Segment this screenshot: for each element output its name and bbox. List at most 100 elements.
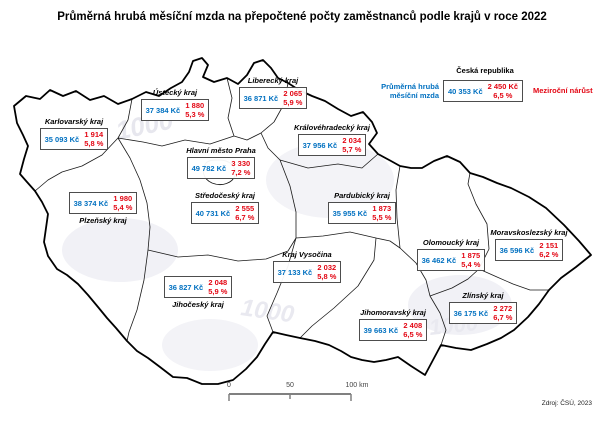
country-summary-title: Česká republika xyxy=(456,66,514,75)
scale-bar: 0 50 100 km xyxy=(224,382,368,404)
region-increase: 2 151 6,2 % xyxy=(539,241,558,259)
region-wage: 37 384 Kč xyxy=(145,105,181,115)
region-value-box: 36 827 Kč 2 048 5,9 % xyxy=(163,276,233,298)
region-liberecky: Liberecký kraj 36 871 Kč 2 065 5,9 % xyxy=(193,76,353,109)
region-value-box: 37 956 Kč 2 034 5,7 % xyxy=(297,134,367,156)
region-increase: 3 330 7,2 % xyxy=(231,159,250,177)
country-border xyxy=(13,57,592,385)
increase-value: 2 151 xyxy=(539,241,559,250)
increase-value: 2 065 xyxy=(283,89,303,98)
increase-value: 1 875 xyxy=(461,251,481,260)
country-wage-value: 40 353 Kč xyxy=(448,86,483,96)
wage-legend-line2: měsíční mzda xyxy=(389,91,439,101)
source-note: Zdroj: ČSÚ, 2023 xyxy=(541,400,592,407)
region-increase: 1 980 5,4 % xyxy=(113,194,132,212)
increase-value: 3 330 xyxy=(231,159,251,168)
increase-value: 2 272 xyxy=(493,304,513,313)
increase-value: 1 880 xyxy=(185,101,205,110)
region-wage: 37 956 Kč xyxy=(302,140,338,150)
region-increase: 1 914 5,8 % xyxy=(84,130,103,148)
region-name: Zlínský kraj xyxy=(462,291,504,300)
region-wage: 49 782 Kč xyxy=(191,163,227,173)
scale-tick-0: 0 xyxy=(227,382,231,389)
region-name: Plzeňský kraj xyxy=(79,216,127,225)
increase-pct: 6,7 % xyxy=(493,313,513,322)
region-pardubicky: Pardubický kraj 35 955 Kč 1 873 5,5 % xyxy=(282,191,442,224)
region-name: Karlovarský kraj xyxy=(44,117,104,126)
watermark-blob xyxy=(162,319,258,371)
region-wage: 39 663 Kč xyxy=(363,325,399,335)
region-plzensky: Plzeňský kraj 38 374 Kč 1 980 5,4 % xyxy=(23,192,183,225)
region-value-box: 37 384 Kč 1 880 5,3 % xyxy=(140,99,210,121)
region-increase: 2 048 5,9 % xyxy=(208,278,227,296)
region-name: Pardubický kraj xyxy=(334,191,390,200)
region-wage: 37 133 Kč xyxy=(277,267,313,277)
region-zlinsky: Zlínský kraj 36 175 Kč 2 272 6,7 % xyxy=(403,291,563,324)
region-value-box: 39 663 Kč 2 408 6,5 % xyxy=(358,319,428,341)
region-value-box: 36 462 Kč 1 875 5,4 % xyxy=(416,249,486,271)
region-increase: 1 873 5,5 % xyxy=(372,204,391,222)
increase-pct: 5,9 % xyxy=(283,98,303,107)
region-increase: 2 408 6,5 % xyxy=(403,321,422,339)
region-wage: 40 731 Kč xyxy=(195,208,231,218)
wage-legend-line1: Průměrná hrubá xyxy=(381,82,439,91)
region-boundaries xyxy=(34,77,549,346)
increase-value: 2 032 xyxy=(317,263,337,272)
region-wage: 35 955 Kč xyxy=(332,208,368,218)
region-value-box: 35 093 Kč 1 914 5,8 % xyxy=(39,128,109,150)
region-name: Hlavní město Praha xyxy=(186,146,256,155)
increase-pct: 5,3 % xyxy=(185,110,205,119)
region-name: Liberecký kraj xyxy=(247,76,299,85)
region-name: Ústecký kraj xyxy=(152,88,198,97)
region-praha: Hlavní město Praha 49 782 Kč 3 330 7,2 % xyxy=(141,146,301,179)
country-increase-pct: 6,5 % xyxy=(493,91,513,100)
increase-pct: 5,8 % xyxy=(317,272,337,281)
region-name: Olomoucký kraj xyxy=(422,238,480,247)
increase-pct: 5,5 % xyxy=(372,213,392,222)
increase-pct: 5,4 % xyxy=(461,260,481,269)
region-jihomoravsky: Jihomoravský kraj 39 663 Kč 2 408 6,5 % xyxy=(313,308,473,341)
increase-value: 1 914 xyxy=(84,130,104,139)
increase-legend-label: Meziroční nárůst xyxy=(533,86,593,95)
increase-pct: 6,5 % xyxy=(403,330,423,339)
region-kralovehradecky: Královéhradecký kraj 37 956 Kč 2 034 5,7… xyxy=(252,123,412,156)
region-name: Středočeský kraj xyxy=(194,191,256,200)
region-increase: 2 032 5,8 % xyxy=(317,263,336,281)
region-name: Kraj Vysočina xyxy=(282,250,332,259)
region-wage: 35 093 Kč xyxy=(44,134,80,144)
country-increase: 2 450 Kč 6,5 % xyxy=(488,82,518,100)
watermark-blob xyxy=(62,218,178,282)
region-value-box: 49 782 Kč 3 330 7,2 % xyxy=(186,157,256,179)
increase-pct: 5,9 % xyxy=(208,287,228,296)
region-value-box: 40 731 Kč 2 555 6,7 % xyxy=(190,202,260,224)
region-wage: 36 596 Kč xyxy=(499,245,535,255)
region-olomoucky: Olomoucký kraj 36 462 Kč 1 875 5,4 % xyxy=(371,238,531,271)
increase-value: 2 408 xyxy=(403,321,423,330)
region-increase: 2 555 6,7 % xyxy=(235,204,254,222)
region-wage: 36 462 Kč xyxy=(421,255,457,265)
scale-bar-line xyxy=(228,393,352,401)
increase-pct: 6,7 % xyxy=(235,213,255,222)
region-value-box: 37 133 Kč 2 032 5,8 % xyxy=(272,261,342,283)
region-value-box: 36 871 Kč 2 065 5,9 % xyxy=(238,87,308,109)
increase-value: 2 048 xyxy=(208,278,228,287)
page-title: Průměrná hrubá měsíční mzda na přepočten… xyxy=(57,11,547,23)
increase-value: 1 980 xyxy=(113,194,133,203)
scale-tick-50: 50 xyxy=(286,382,294,389)
region-value-box: 38 374 Kč 1 980 5,4 % xyxy=(68,192,138,214)
region-stredocesky: Středočeský kraj 40 731 Kč 2 555 6,7 % xyxy=(145,191,305,224)
country-increase-value: 2 450 Kč xyxy=(487,82,519,91)
region-increase: 1 875 5,4 % xyxy=(461,251,480,269)
country-summary-box: 40 353 Kč 2 450 Kč 6,5 % xyxy=(443,80,524,102)
region-vysocina: Kraj Vysočina 37 133 Kč 2 032 5,8 % xyxy=(227,250,387,283)
region-karlovarsky: Karlovarský kraj 35 093 Kč 1 914 5,8 % xyxy=(0,117,154,150)
increase-pct: 7,2 % xyxy=(231,168,251,177)
region-wage: 36 827 Kč xyxy=(168,282,204,292)
watermark-blob xyxy=(266,142,394,218)
increase-value: 2 555 xyxy=(235,204,255,213)
scale-tick-100: 100 km xyxy=(345,382,369,389)
increase-value: 1 873 xyxy=(372,204,392,213)
increase-pct: 6,2 % xyxy=(539,250,559,259)
